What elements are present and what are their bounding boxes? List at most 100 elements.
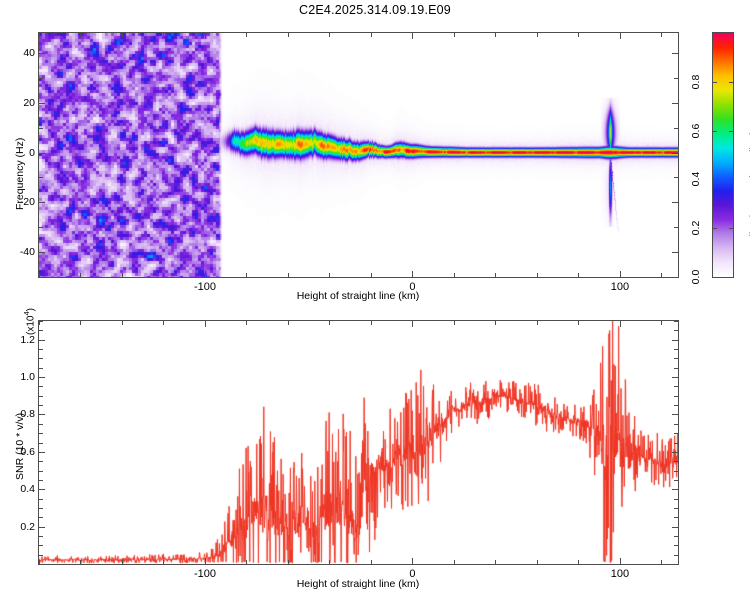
axis-tick <box>39 153 45 154</box>
axis-tick <box>39 414 45 415</box>
snr-plot-area <box>39 321 678 564</box>
axis-tick <box>246 321 247 325</box>
axis-tick <box>495 560 496 564</box>
axis-tick <box>122 273 123 277</box>
axis-tick <box>537 33 538 37</box>
axis-tick <box>674 517 678 518</box>
x-axis-tick-label: -100 <box>193 281 216 293</box>
axis-tick <box>729 82 733 83</box>
axis-tick <box>674 536 678 537</box>
axis-tick <box>674 396 678 397</box>
axis-tick <box>39 33 40 37</box>
axis-tick <box>205 558 206 564</box>
axis-tick <box>39 368 43 369</box>
axis-tick <box>674 78 678 79</box>
x-axis-tick-label: 100 <box>610 568 630 580</box>
axis-tick <box>729 228 733 229</box>
axis-tick <box>39 517 43 518</box>
axis-tick <box>39 252 45 253</box>
y-axis-tick-label: 0.2 <box>20 520 35 533</box>
axis-tick <box>329 273 330 277</box>
axis-tick <box>578 33 579 37</box>
axis-tick <box>39 396 43 397</box>
snr-panel <box>38 320 679 565</box>
axis-tick <box>39 340 45 341</box>
snr-y-axis-title: SNR (10 * v/v) <box>14 412 26 480</box>
axis-tick <box>672 252 678 253</box>
snr-line-series <box>39 321 678 564</box>
axis-tick <box>578 321 579 325</box>
y-axis-tick-label: 1.0 <box>20 371 35 384</box>
axis-tick <box>674 555 678 556</box>
axis-tick <box>80 560 81 564</box>
axis-tick <box>537 560 538 564</box>
snr-y-multiplier: (x104) <box>22 308 36 335</box>
axis-tick <box>674 321 678 322</box>
axis-tick <box>80 321 81 325</box>
axis-tick <box>39 273 40 277</box>
axis-tick <box>729 131 733 132</box>
axis-tick <box>578 560 579 564</box>
axis-tick <box>288 560 289 564</box>
axis-tick <box>39 489 45 490</box>
y-axis-tick-label: 0.4 <box>20 483 35 496</box>
axis-tick <box>39 471 43 472</box>
axis-tick <box>39 461 43 462</box>
axis-tick <box>39 564 43 565</box>
axis-tick <box>674 358 678 359</box>
axis-tick <box>39 560 40 564</box>
axis-tick <box>39 321 40 325</box>
axis-tick <box>674 480 678 481</box>
y-axis-tick-label: -40 <box>19 246 35 259</box>
x-axis-tick-label: -100 <box>193 568 216 580</box>
axis-tick <box>122 560 123 564</box>
axis-tick <box>729 277 733 278</box>
axis-tick <box>39 177 43 178</box>
axis-tick <box>495 321 496 325</box>
axis-tick <box>39 527 45 528</box>
y-axis-tick-label: 0.6 <box>20 445 35 458</box>
axis-tick <box>672 414 678 415</box>
axis-tick <box>39 555 43 556</box>
spectrogram-image <box>39 33 678 277</box>
axis-tick <box>329 321 330 325</box>
axis-tick <box>246 560 247 564</box>
axis-tick <box>329 33 330 37</box>
axis-tick <box>674 499 678 500</box>
axis-tick <box>205 321 206 327</box>
axis-tick <box>537 273 538 277</box>
axis-tick <box>412 321 413 327</box>
axis-tick <box>80 273 81 277</box>
axis-tick <box>672 202 678 203</box>
y-axis-tick-label: -20 <box>19 196 35 209</box>
axis-tick <box>39 330 43 331</box>
y-axis-tick-label: 20 <box>23 96 35 109</box>
axis-tick <box>454 321 455 325</box>
axis-tick <box>39 349 43 350</box>
axis-tick <box>39 480 43 481</box>
axis-tick <box>672 377 678 378</box>
axis-tick <box>620 271 621 277</box>
axis-tick <box>39 53 45 54</box>
axis-tick <box>620 33 621 39</box>
axis-tick <box>672 489 678 490</box>
spectrogram-x-axis-title: Height of straight line (km) <box>296 290 420 302</box>
axis-tick <box>329 560 330 564</box>
axis-tick <box>674 177 678 178</box>
axis-tick <box>163 33 164 37</box>
axis-tick <box>674 545 678 546</box>
axis-tick <box>729 179 733 180</box>
axis-tick <box>205 33 206 39</box>
axis-tick <box>661 33 662 37</box>
axis-tick <box>713 82 717 83</box>
axis-tick <box>371 560 372 564</box>
axis-tick <box>122 321 123 325</box>
x-axis-tick-label: 0 <box>409 568 416 580</box>
colorbar-gradient <box>713 33 733 277</box>
multiplier-exponent: 4 <box>22 311 31 316</box>
axis-tick <box>39 377 45 378</box>
axis-tick <box>674 433 678 434</box>
axis-tick <box>163 321 164 325</box>
axis-tick <box>674 227 678 228</box>
axis-tick <box>122 33 123 37</box>
